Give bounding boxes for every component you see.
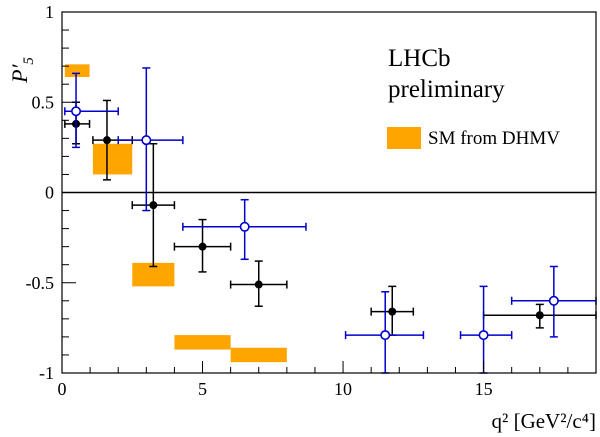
series-blue-open: [64, 67, 597, 374]
series-black-filled: [64, 99, 597, 336]
data-point: [380, 330, 391, 341]
data-point: [535, 311, 544, 320]
x-tick-label: 0: [58, 379, 67, 399]
annotation-preliminary: preliminary: [388, 76, 505, 103]
y-tick-label: 1: [45, 2, 54, 22]
data-point: [254, 280, 263, 289]
data-series: [64, 67, 597, 374]
y-axis-label-subscript: 5: [21, 57, 37, 65]
y-tick-label: -0.5: [26, 273, 55, 293]
legend-label: SM from DHMV: [428, 128, 560, 149]
data-point: [388, 307, 397, 316]
y-axis-label: P′5: [7, 57, 37, 84]
sm-boxes: [64, 64, 287, 363]
data-point: [548, 295, 559, 306]
sm-box-4: [230, 347, 287, 363]
data-point: [102, 136, 111, 145]
svg-text:P′5: P′5: [7, 57, 37, 84]
x-tick-label: 15: [475, 379, 493, 399]
annotation-lhcb: LHCb: [388, 45, 451, 72]
sm-box-3: [174, 335, 231, 350]
sm-box-2: [132, 262, 175, 287]
data-point: [71, 106, 82, 117]
y-tick-label: 0: [45, 183, 54, 203]
y-tick-label: -1: [39, 363, 54, 383]
y-axis-label-main: P′: [7, 63, 32, 83]
x-tick-label: 10: [334, 379, 352, 399]
sm-box-0: [64, 64, 90, 77]
data-point: [198, 242, 207, 251]
data-point: [141, 135, 152, 146]
axis-ticks: 0 5 10 15 1 0.5 0 -0.5 -1: [26, 2, 597, 399]
legend-swatch: [387, 127, 421, 149]
data-point: [478, 330, 489, 341]
sm-box-1: [92, 143, 133, 175]
x-tick-label: 5: [198, 379, 207, 399]
data-point: [149, 201, 158, 210]
data-point: [239, 221, 250, 232]
x-axis-label: q² [GeV²/c⁴]: [492, 409, 596, 433]
y-tick-label: 0.5: [32, 92, 55, 112]
